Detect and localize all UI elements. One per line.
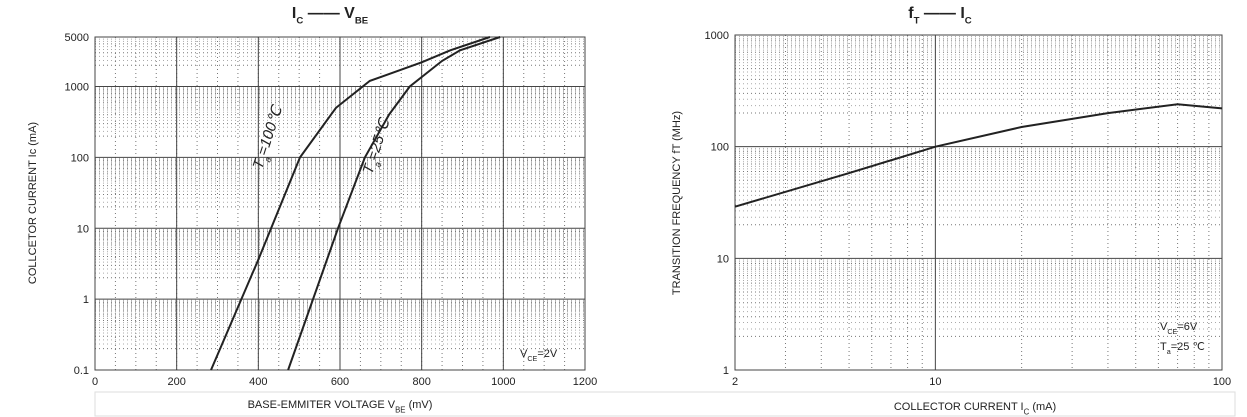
chart-title-part: —— xyxy=(303,5,344,22)
y-axis-label: TRANSITION FREQUENCY fT (MHz) xyxy=(671,111,683,295)
x-tick-label: 100 xyxy=(1213,376,1231,388)
annotation-part: T xyxy=(1160,341,1167,353)
chart-title-part: I xyxy=(960,5,964,22)
chart-title-part: f xyxy=(908,5,914,22)
annotation-subscript: a xyxy=(372,161,383,169)
annotation-part: =2V xyxy=(537,348,558,360)
annotation-subscript: a xyxy=(1167,347,1171,356)
annotation-subscript: CE xyxy=(1167,327,1177,336)
annotation: VCE=2V xyxy=(520,348,558,363)
annotation-part: =100℃ xyxy=(254,102,286,157)
x-axis-label: BASE-EMMITER VOLTAGE VBE (mV) xyxy=(248,399,433,415)
y-tick-label: 10 xyxy=(717,253,729,265)
annotation-part: =25℃ xyxy=(364,115,394,163)
x-tick-label: 800 xyxy=(412,376,430,388)
x-axis-label: COLLECTOR CURRENT IC (mA) xyxy=(894,401,1056,417)
y-tick-label: 1 xyxy=(83,294,89,306)
y-tick-label: 5000 xyxy=(65,32,89,44)
annotation-part: V xyxy=(520,348,528,360)
plot-frame xyxy=(734,34,1223,371)
chart-title-part: —— xyxy=(919,5,960,22)
x-tick-label: 0 xyxy=(92,376,98,388)
y-tick-label: 10 xyxy=(77,223,89,235)
data-line xyxy=(734,103,1223,208)
x-tick-label: 400 xyxy=(249,376,267,388)
y-tick-label: 0.1 xyxy=(74,365,89,377)
chart-title: fT —— IC xyxy=(908,5,972,27)
y-tick-label: 1 xyxy=(723,365,729,377)
y-tick-label: 1000 xyxy=(65,82,89,94)
annotation-part: V xyxy=(1160,321,1168,333)
annotation-subscript: CE xyxy=(527,354,537,363)
chart-title: IC —— VBE xyxy=(292,5,369,27)
chart-title-part: I xyxy=(292,5,296,22)
chart-title-subscript: C xyxy=(296,16,303,27)
annotation: Ta=25 ℃ xyxy=(1160,341,1205,356)
x-axis-label-subscript: C xyxy=(1024,408,1030,417)
data-line xyxy=(210,36,491,371)
x-axis-label-part: COLLECTOR CURRENT I xyxy=(894,401,1024,413)
plot-frame xyxy=(94,36,586,371)
chart-title-subscript: C xyxy=(965,16,972,27)
x-tick-label: 600 xyxy=(331,376,349,388)
x-axis-label-part: BASE-EMMITER VOLTAGE V xyxy=(248,399,396,411)
y-axis-label-part: COLLCETOR CURRENT Ic (mA) xyxy=(27,122,39,284)
data-line xyxy=(287,36,501,371)
y-axis-label-part: TRANSITION FREQUENCY fT (MHz) xyxy=(671,111,683,295)
y-tick-label: 1000 xyxy=(705,30,729,42)
label-strip xyxy=(94,391,1236,417)
x-axis-label-subscript: BE xyxy=(395,406,405,415)
x-tick-label: 1000 xyxy=(491,376,515,388)
x-tick-label: 10 xyxy=(929,376,941,388)
y-tick-label: 100 xyxy=(711,142,729,154)
x-axis-label-part: (mA) xyxy=(1029,401,1056,413)
annotation-subscript: a xyxy=(262,156,273,164)
chart-title-part: V xyxy=(344,5,355,22)
annotation-part: =6V xyxy=(1177,321,1198,333)
chart: 0 200 400 600 800 1000 12000.111010010005000IC… xyxy=(27,5,597,415)
y-tick-label: 100 xyxy=(71,152,89,164)
annotation-part: =25 ℃ xyxy=(1171,341,1205,353)
x-tick-label: 200 xyxy=(167,376,185,388)
x-tick-label: 2 xyxy=(732,376,738,388)
chart-title-subscript: T xyxy=(914,16,920,27)
chart-title-subscript: BE xyxy=(355,16,369,27)
x-tick-label: 1200 xyxy=(573,376,597,388)
y-axis-label: COLLCETOR CURRENT Ic (mA) xyxy=(27,122,39,284)
x-axis-label-part: (mV) xyxy=(406,399,433,411)
annotation: VCE=6V xyxy=(1160,321,1198,336)
